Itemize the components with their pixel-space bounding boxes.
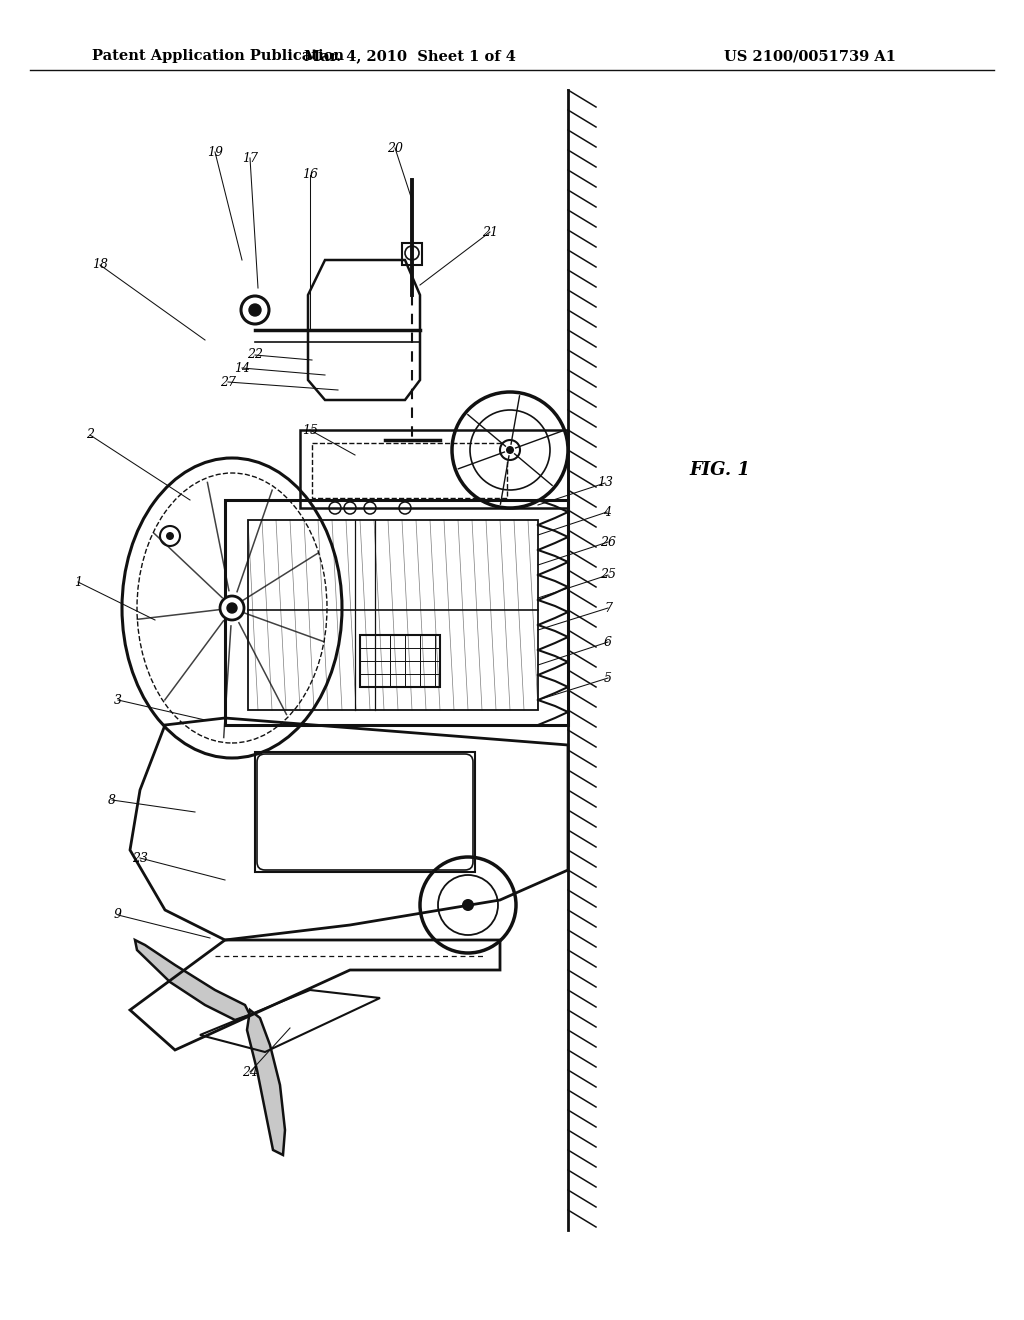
Text: 15: 15 <box>302 424 318 437</box>
Circle shape <box>241 296 269 323</box>
Text: FIG. 1: FIG. 1 <box>689 461 751 479</box>
Circle shape <box>227 603 237 612</box>
Text: 6: 6 <box>604 635 612 648</box>
Text: 27: 27 <box>220 375 236 388</box>
Text: 16: 16 <box>302 169 318 181</box>
Text: Patent Application Publication: Patent Application Publication <box>92 49 344 63</box>
Circle shape <box>249 304 261 315</box>
Text: 13: 13 <box>597 477 613 490</box>
Text: 23: 23 <box>132 851 148 865</box>
Polygon shape <box>247 1010 285 1155</box>
Text: 20: 20 <box>387 141 403 154</box>
Circle shape <box>506 446 514 454</box>
Circle shape <box>166 532 174 540</box>
Text: 1: 1 <box>74 576 82 589</box>
Text: 8: 8 <box>108 793 116 807</box>
Circle shape <box>220 597 244 620</box>
Text: 14: 14 <box>234 362 250 375</box>
Text: 21: 21 <box>482 226 498 239</box>
Text: 25: 25 <box>600 569 616 582</box>
Text: 5: 5 <box>604 672 612 685</box>
Circle shape <box>500 440 520 459</box>
Text: 24: 24 <box>242 1065 258 1078</box>
Text: 22: 22 <box>247 348 263 362</box>
Circle shape <box>462 899 474 911</box>
Text: 7: 7 <box>604 602 612 615</box>
Text: 3: 3 <box>114 693 122 706</box>
Text: 19: 19 <box>207 145 223 158</box>
Text: 26: 26 <box>600 536 616 549</box>
Text: 9: 9 <box>114 908 122 921</box>
Text: 18: 18 <box>92 259 108 272</box>
Bar <box>402 243 422 265</box>
Polygon shape <box>135 940 250 1020</box>
Text: 2: 2 <box>86 429 94 441</box>
Text: 4: 4 <box>603 506 611 519</box>
Text: US 2100/0051739 A1: US 2100/0051739 A1 <box>724 49 896 63</box>
Text: 17: 17 <box>242 152 258 165</box>
Text: Mar. 4, 2010  Sheet 1 of 4: Mar. 4, 2010 Sheet 1 of 4 <box>304 49 516 63</box>
